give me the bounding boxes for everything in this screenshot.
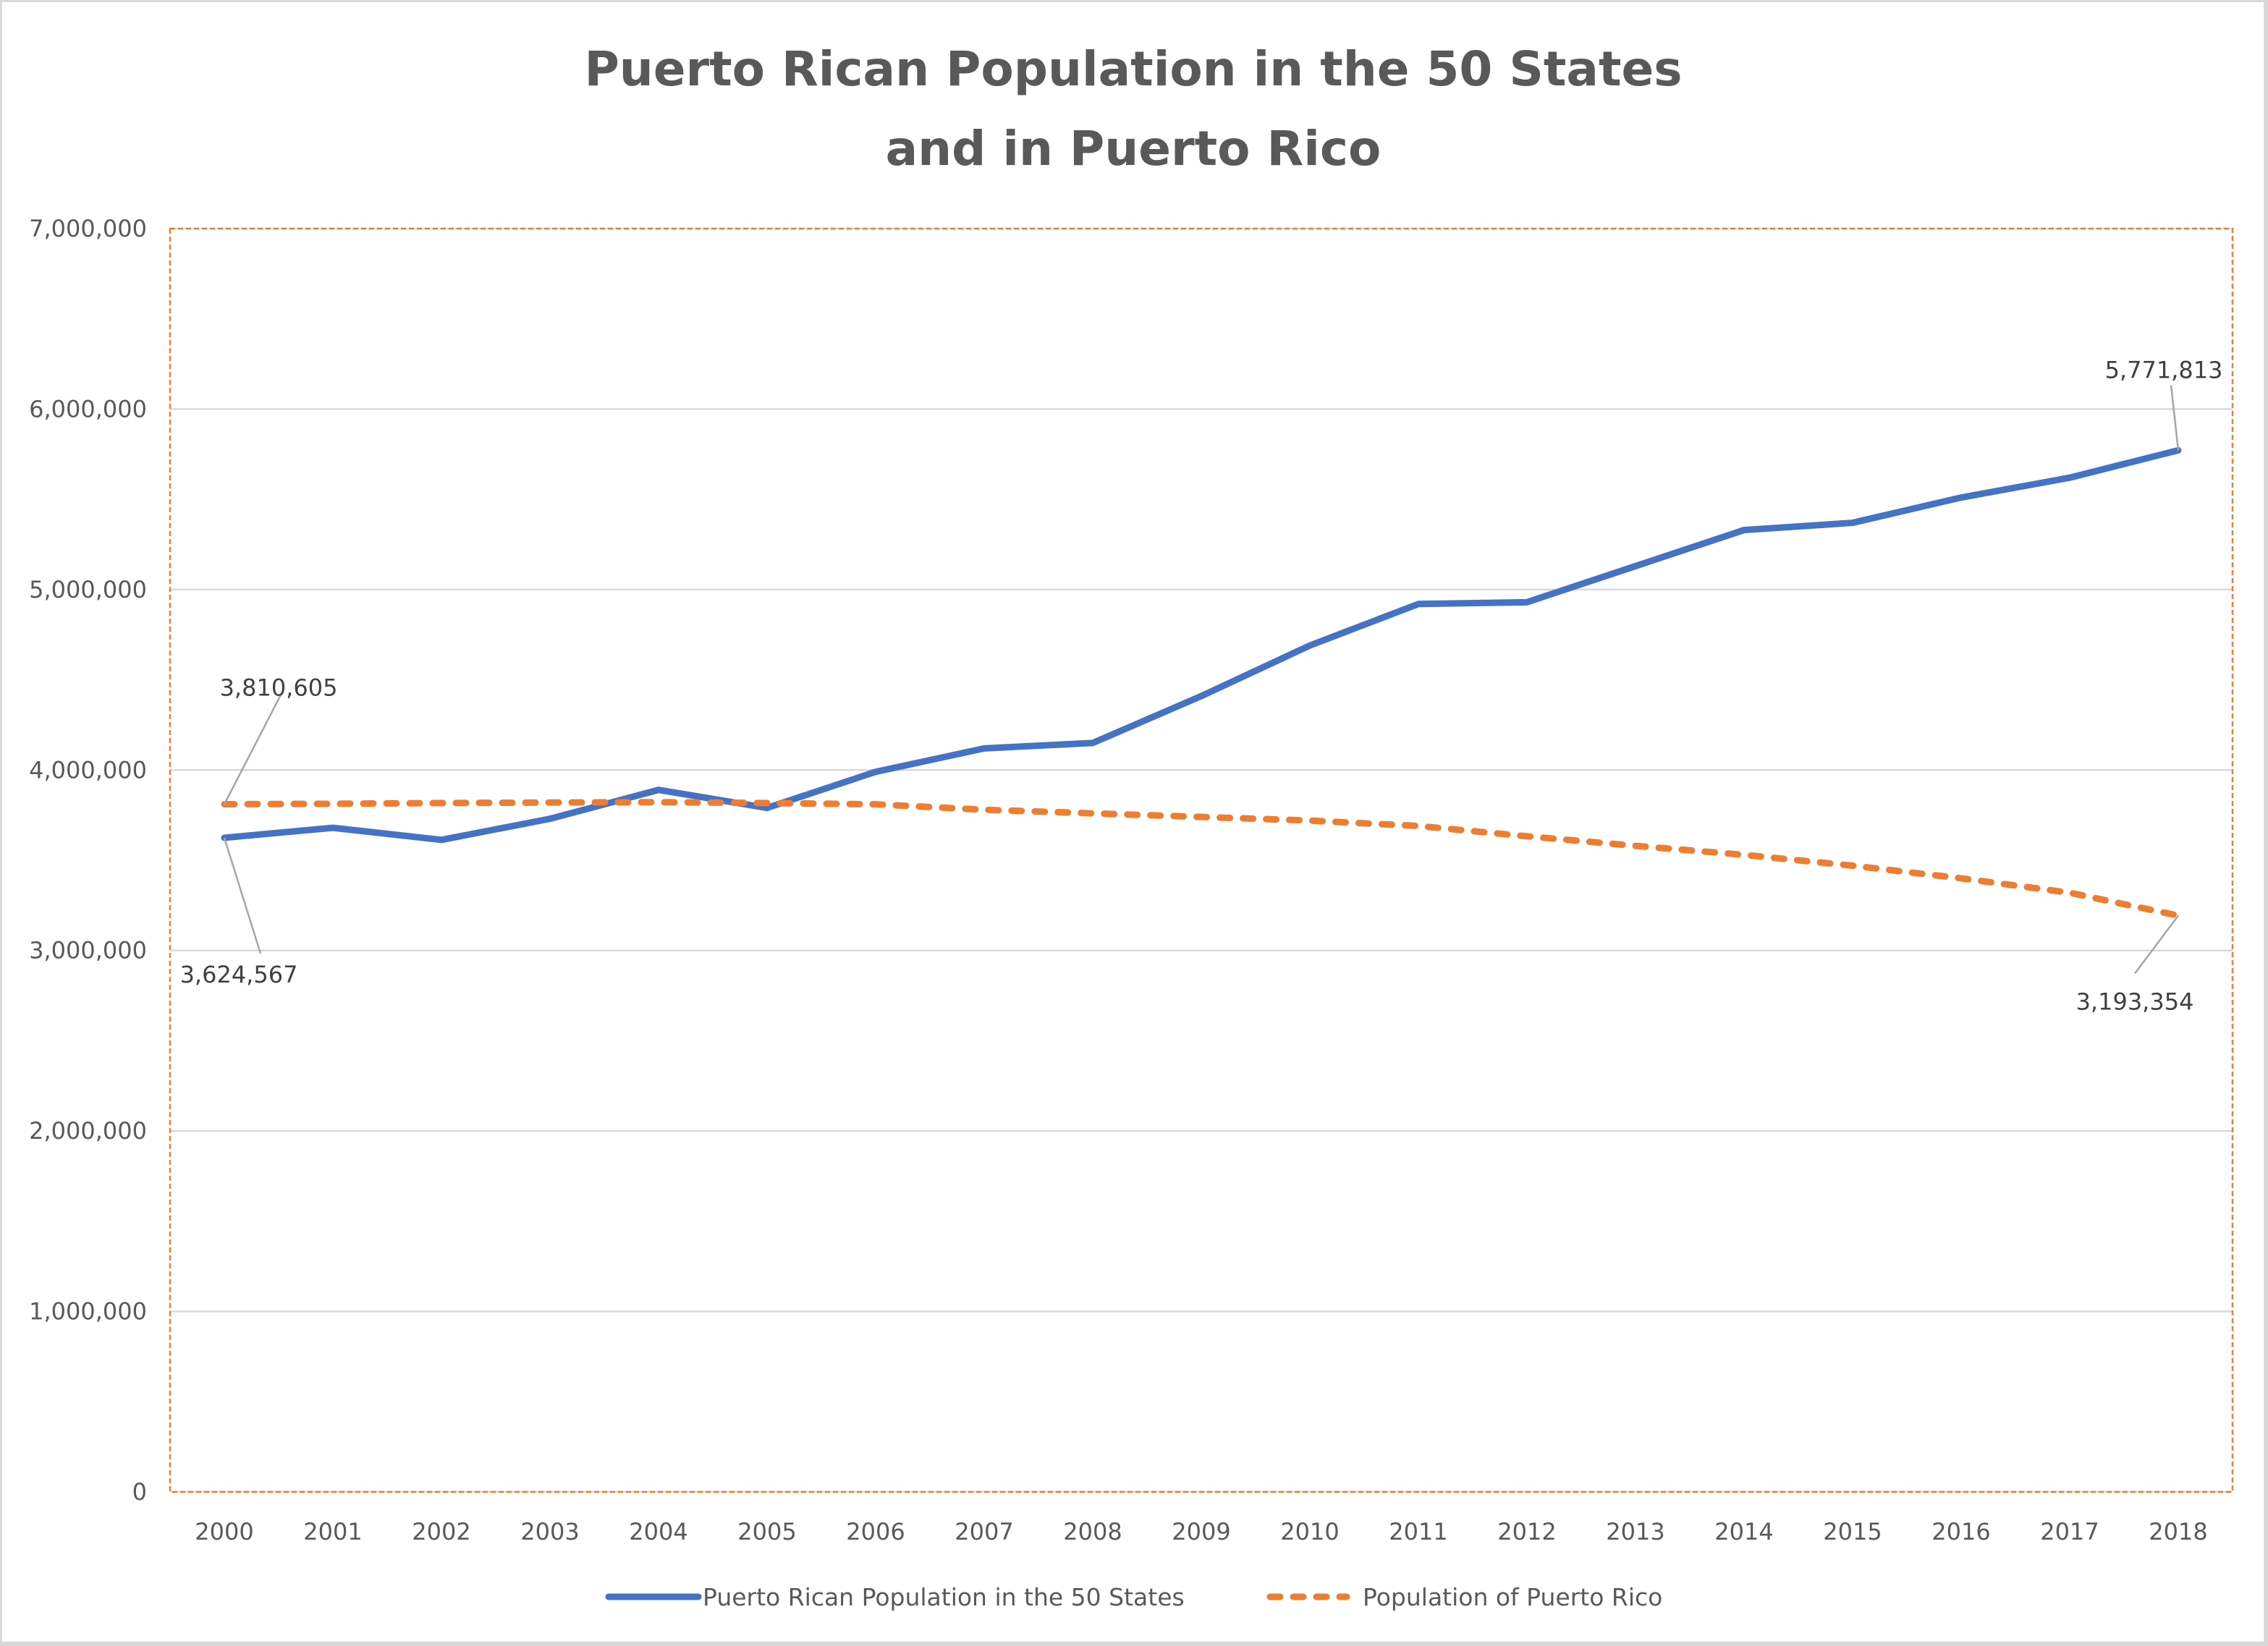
- series-lines: [221, 446, 2182, 919]
- y-axis-tick-labels: 0 1,000,000 2,000,000 3,000,000 4,000,000 5,0…: [29, 215, 147, 1506]
- x-tick-label: 2018: [2149, 1518, 2207, 1545]
- data-labels: 3,624,567 5,771,813 3,810,605 3,193,354: [180, 356, 2223, 1015]
- data-label: 3,810,605: [220, 674, 338, 702]
- data-label: 3,193,354: [2076, 988, 2194, 1015]
- x-tick-label: 2012: [1497, 1518, 1556, 1545]
- legend: Puerto Rican Population in the 50 States…: [605, 1583, 1662, 1611]
- x-tick-label: 2000: [195, 1518, 253, 1545]
- gridlines: [170, 227, 2233, 1493]
- x-tick-label: 2007: [955, 1518, 1013, 1545]
- y-tick-label: 3,000,000: [29, 937, 147, 964]
- y-tick-label: 1,000,000: [29, 1298, 147, 1325]
- plot-area-border: [169, 227, 2234, 1493]
- x-tick-label: 2009: [1172, 1518, 1230, 1545]
- legend-label: Population of Puerto Rico: [1363, 1583, 1662, 1611]
- legend-item: Population of Puerto Rico: [1266, 1583, 1662, 1611]
- x-tick-label: 2008: [1063, 1518, 1122, 1545]
- x-tick-label: 2006: [846, 1518, 905, 1545]
- y-tick-label: 2,000,000: [29, 1117, 147, 1145]
- x-tick-label: 2015: [1823, 1518, 1882, 1545]
- y-tick-label: 0: [132, 1478, 147, 1506]
- chart-title: Puerto Rican Population in the 50 States…: [584, 41, 1682, 177]
- data-label: 5,771,813: [2105, 356, 2223, 383]
- chart-title-line-1: Puerto Rican Population in the 50 States: [584, 41, 1682, 97]
- y-tick-label: 5,000,000: [29, 576, 147, 603]
- x-tick-label: 2014: [1714, 1518, 1773, 1545]
- leader-line: [223, 691, 284, 805]
- x-tick-label: 2002: [412, 1518, 470, 1545]
- series-line-50-states: [221, 446, 2182, 844]
- x-tick-label: 2011: [1389, 1518, 1447, 1545]
- leader-line: [223, 837, 262, 954]
- y-tick-label: 7,000,000: [29, 215, 147, 242]
- x-tick-label: 2013: [1606, 1518, 1664, 1545]
- legend-label: Puerto Rican Population in the 50 States: [703, 1583, 1185, 1611]
- x-tick-label: 2016: [1931, 1518, 1990, 1545]
- y-tick-label: 4,000,000: [29, 756, 147, 784]
- chart-title-line-2: and in Puerto Rico: [886, 121, 1381, 177]
- series-line-puerto-rico: [221, 799, 2182, 919]
- y-tick-label: 6,000,000: [29, 395, 147, 423]
- x-tick-label: 2010: [1280, 1518, 1339, 1545]
- x-tick-label: 2017: [2040, 1518, 2099, 1545]
- x-tick-label: 2005: [737, 1518, 796, 1545]
- x-tick-label: 2004: [629, 1518, 687, 1545]
- x-axis-tick-labels: 2000 2001 2002 2003 2004 2005 2006 2007 2008 2009…: [195, 1518, 2207, 1545]
- leader-line: [2134, 915, 2179, 975]
- x-tick-label: 2001: [303, 1518, 362, 1545]
- leader-line: [2170, 385, 2180, 451]
- x-tick-label: 2003: [520, 1518, 579, 1545]
- legend-item: Puerto Rican Population in the 50 States: [605, 1583, 1185, 1611]
- data-label: 3,624,567: [180, 961, 298, 988]
